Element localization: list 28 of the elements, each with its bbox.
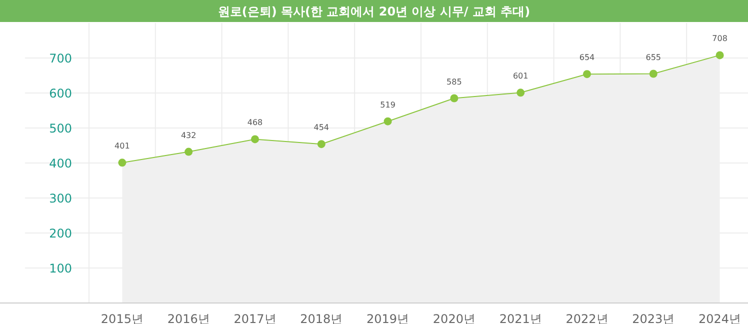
point: [516, 88, 525, 97]
y-tick-label: 500: [49, 122, 72, 136]
y-tick-label: 700: [49, 52, 72, 66]
chart-title: 원로(은퇴) 목사(한 교회에서 20년 이상 시무/ 교회 추대): [218, 4, 530, 18]
point: [583, 70, 591, 78]
point: [649, 70, 658, 78]
point: [716, 51, 724, 60]
data-label: 401: [114, 142, 130, 151]
y-tick-label: 200: [49, 226, 72, 240]
point: [184, 148, 193, 156]
data-label: 654: [579, 53, 595, 62]
data-label: 585: [446, 77, 462, 86]
data-label: 432: [180, 130, 196, 140]
data-label: 655: [646, 52, 662, 62]
data-label: 519: [380, 100, 396, 110]
data-label: 454: [314, 123, 330, 132]
point: [118, 158, 126, 167]
y-tick-label: 100: [49, 262, 72, 276]
data-label: 468: [247, 118, 263, 128]
point: [384, 117, 392, 126]
point: [317, 140, 326, 148]
data-label: 708: [712, 34, 728, 44]
point: [251, 135, 259, 144]
y-tick-label: 600: [49, 86, 72, 100]
y-tick-label: 300: [49, 192, 72, 206]
y-tick-label: 400: [49, 156, 72, 170]
point: [450, 94, 458, 102]
data-label: 601: [512, 72, 528, 81]
